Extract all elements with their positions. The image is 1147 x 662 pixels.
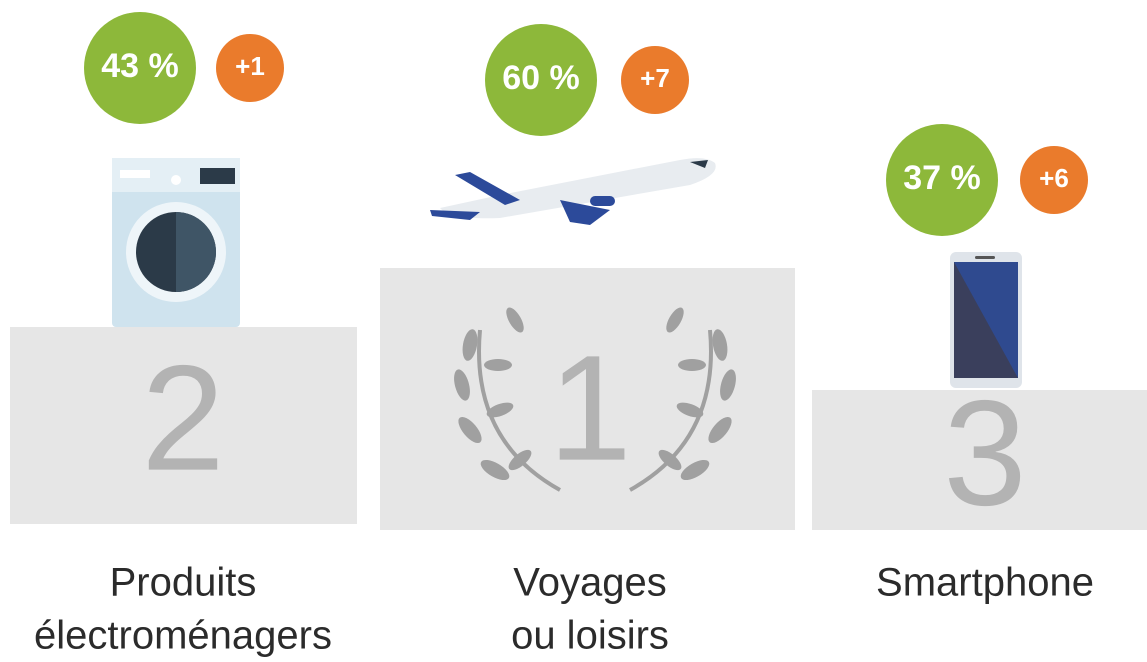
category-label: Produits — [110, 561, 257, 605]
category-label: Voyages — [513, 561, 666, 605]
airplane-icon — [430, 158, 716, 225]
podium-infographic: 2 1 3 43 % +1 60 % +7 37 % +6 Prod — [0, 0, 1147, 662]
percent-text: 60 % — [502, 59, 580, 97]
category-label: ou loisirs — [511, 614, 669, 658]
category-label: Smartphone — [876, 561, 1094, 605]
percent-text: 37 % — [903, 159, 981, 197]
smartphone-icon — [950, 252, 1022, 388]
rank-number: 2 — [141, 334, 224, 502]
percent-text: 43 % — [101, 47, 179, 85]
rank-number: 3 — [943, 369, 1026, 537]
rank-number: 1 — [548, 324, 631, 492]
change-text: +7 — [640, 63, 670, 93]
category-label: électroménagers — [34, 614, 332, 658]
washing-machine-icon — [112, 158, 240, 327]
change-text: +6 — [1039, 163, 1069, 193]
page: 2 1 3 43 % +1 60 % +7 37 % +6 Prod — [0, 0, 1147, 662]
change-text: +1 — [235, 51, 265, 81]
